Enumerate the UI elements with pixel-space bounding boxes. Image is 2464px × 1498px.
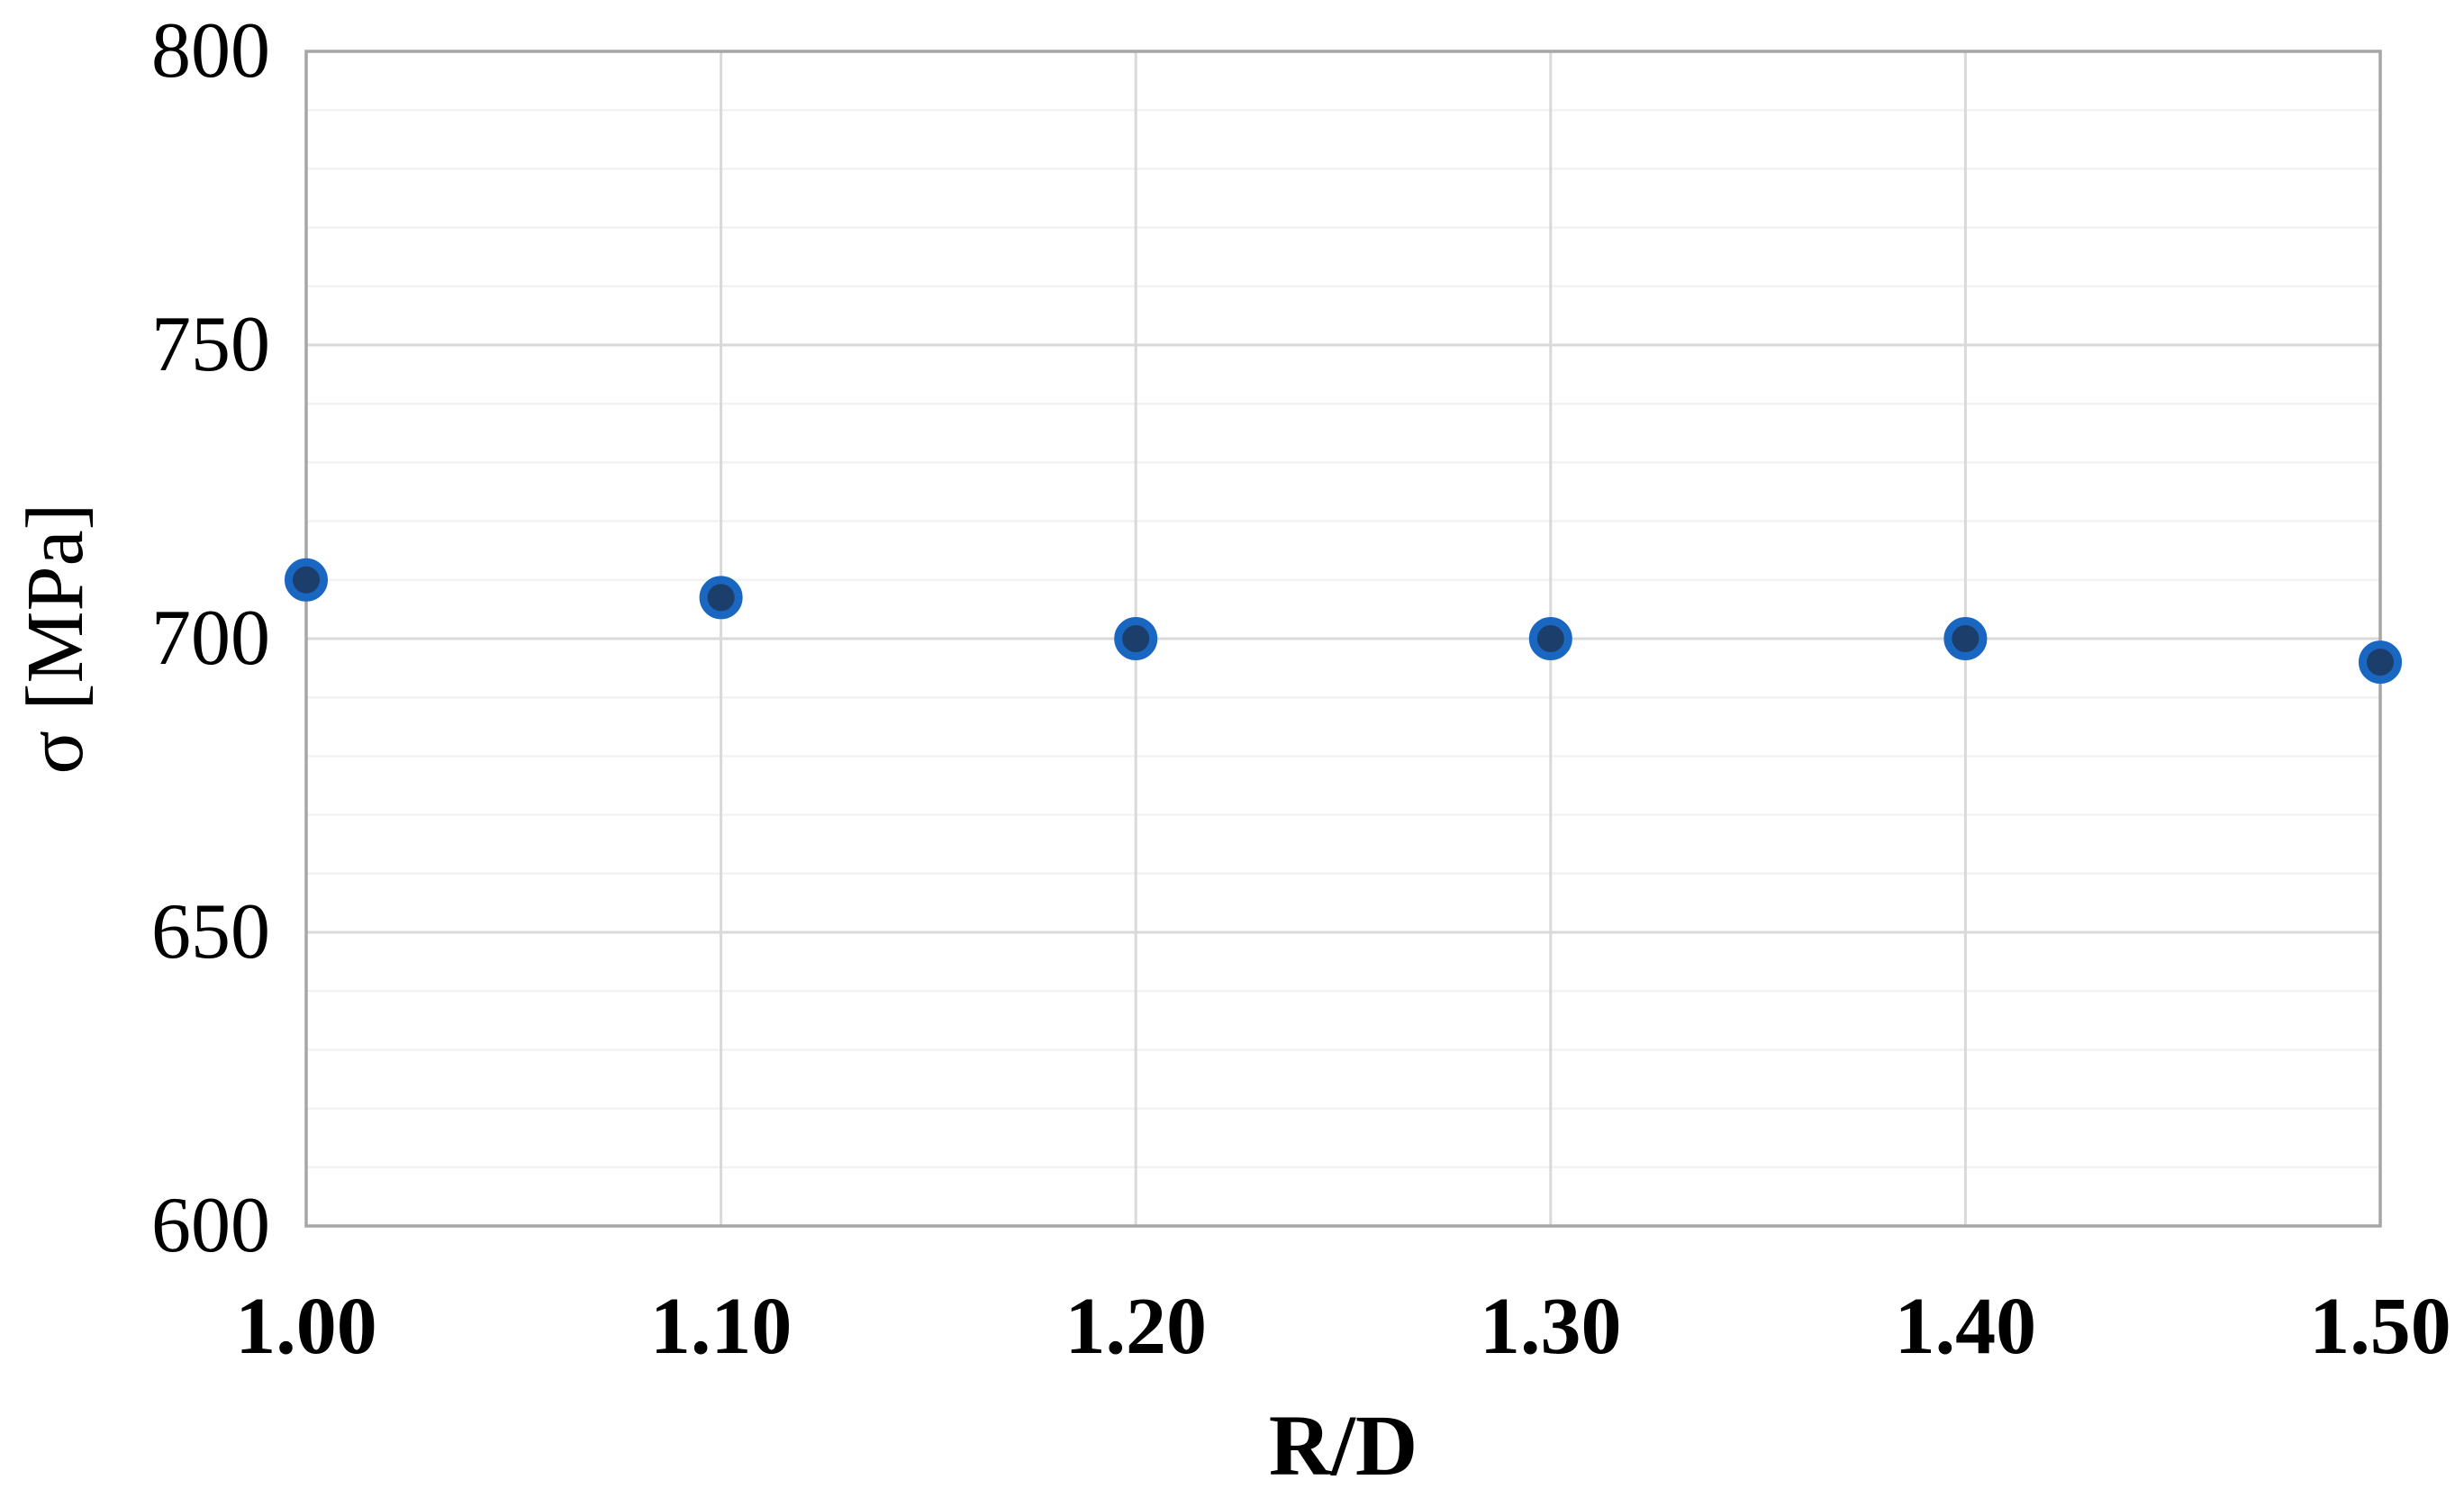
x-tick-label: 1.30 — [1480, 1282, 1622, 1371]
y-tick-label: 650 — [151, 888, 270, 976]
data-point-marker — [699, 576, 743, 620]
x-tick-label: 1.20 — [1064, 1282, 1207, 1371]
y-axis-title: σ [MPa] — [11, 503, 100, 775]
x-axis-title: R/D — [1268, 1397, 1418, 1493]
y-tick-label: 600 — [151, 1182, 270, 1269]
data-point-marker — [285, 558, 328, 602]
y-tick-label: 700 — [151, 595, 270, 682]
x-tick-label: 1.00 — [235, 1282, 377, 1371]
y-tick-label: 800 — [151, 7, 270, 95]
x-tick-label: 1.50 — [2309, 1282, 2451, 1371]
x-tick-label: 1.10 — [649, 1282, 793, 1371]
data-point-marker — [1943, 617, 1988, 660]
x-tick-label: 1.40 — [1894, 1282, 2037, 1371]
plot-border — [304, 50, 2382, 1228]
data-point-marker — [1528, 617, 1572, 660]
data-point-marker — [1114, 617, 1158, 660]
y-tick-label: 750 — [151, 301, 270, 388]
data-point-marker — [2359, 640, 2402, 685]
